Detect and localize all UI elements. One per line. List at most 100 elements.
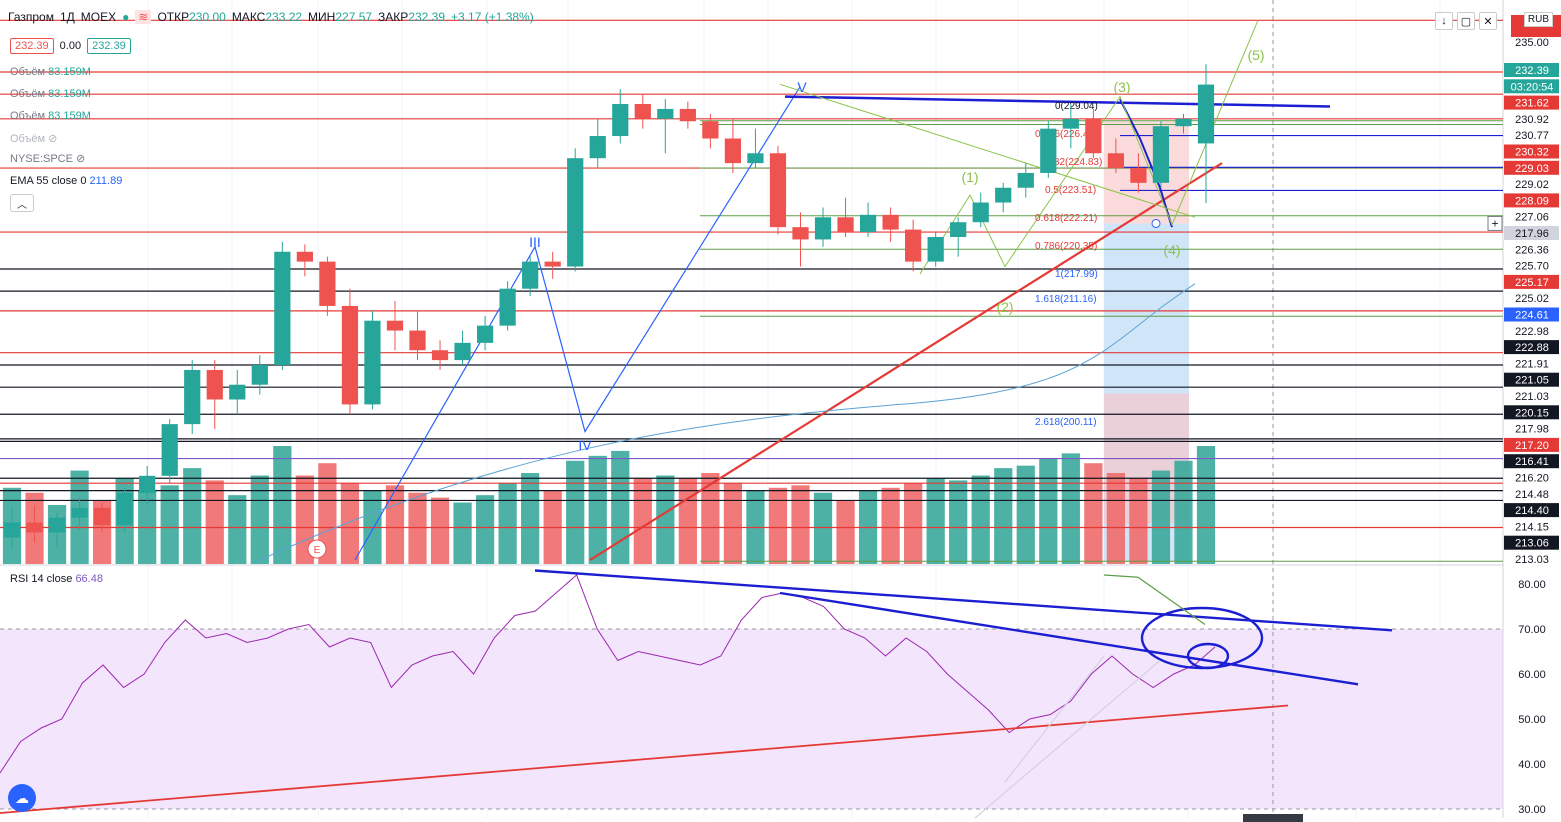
currency-label[interactable]: RUB	[1523, 12, 1553, 27]
price-label-bg	[1504, 307, 1559, 322]
price-pills: 232.39 0.00 232.39	[10, 38, 131, 54]
candle-body	[184, 369, 201, 425]
price-label-bg	[1504, 389, 1559, 403]
candle-body	[544, 261, 561, 267]
rsi-legend[interactable]: RSI 14 close 66.48	[10, 573, 103, 585]
volume-bar	[160, 485, 179, 564]
price-label-bg	[1504, 454, 1559, 469]
volume-histogram	[2, 446, 1216, 564]
price-label: 227.06	[1515, 212, 1549, 224]
price-label-bg	[1504, 519, 1559, 534]
candle-body	[995, 187, 1012, 203]
price-label: 221.91	[1515, 358, 1549, 370]
symbol-name[interactable]: Газпром	[8, 10, 54, 24]
blue-correction-path	[1119, 98, 1173, 228]
volume-legend-2[interactable]: Объём 83.159M	[10, 88, 91, 100]
wave-label: (5)	[1247, 47, 1264, 63]
price-label: 230.32	[1515, 147, 1549, 159]
price-label-bg	[1504, 111, 1559, 126]
annotations: III IV V (1) (2) (3) (4) (5) E	[307, 47, 1265, 559]
drawings: 0(229.04) 0.236(226.43) 0.382(224.83) 0.5(2…	[259, 20, 1331, 561]
symbol-header: Газпром 1Д MOEX ● ≋ ОТКР 230.00 МАКС 233.2…	[8, 10, 534, 24]
price-label: 230.92	[1515, 114, 1549, 126]
ema-legend[interactable]: EMA 55 close 0 211.89	[10, 175, 123, 187]
price-label: 220.15	[1515, 407, 1549, 419]
volume-bar	[926, 477, 945, 564]
volume-bar	[183, 468, 202, 564]
candle-body	[792, 227, 809, 240]
volume-bar	[949, 480, 968, 564]
sell-price-pill[interactable]: 232.39	[10, 38, 54, 54]
candle-body	[229, 384, 246, 400]
candle-body	[319, 261, 336, 306]
volume-bar	[1016, 465, 1035, 564]
wave-icon[interactable]: ≋	[135, 10, 152, 24]
ema-line	[259, 283, 1196, 561]
price-label: 235.00	[1515, 37, 1549, 49]
price-label-bg	[1504, 79, 1559, 94]
eye-off-icon[interactable]: ⊘	[48, 133, 58, 145]
volume-bar	[768, 487, 788, 564]
arrow-down-icon[interactable]: ↓	[1435, 12, 1453, 30]
volume-bar	[453, 502, 472, 564]
close-pane-icon[interactable]: ✕	[1479, 12, 1497, 30]
price-label-bg	[1504, 552, 1559, 566]
candle-body	[1130, 168, 1147, 183]
green-channel-line	[779, 83, 1196, 218]
candle-body	[454, 342, 471, 361]
wave-label: III	[529, 234, 541, 250]
eye-off-icon[interactable]: ⊘	[76, 153, 86, 165]
candle-body	[769, 153, 787, 228]
exchange-label: MOEX	[80, 10, 117, 24]
price-label-bg	[1504, 356, 1559, 371]
price-label-bg	[1504, 177, 1559, 192]
pane-controls: ↓ ▢ ✕	[1435, 12, 1497, 30]
rsi-band	[0, 629, 1503, 809]
open-label: ОТКР	[157, 10, 190, 24]
interval-label[interactable]: 1Д	[59, 10, 75, 24]
candle-body	[341, 305, 359, 405]
rsi-support-line	[0, 704, 1289, 814]
price-label-bg	[1504, 535, 1559, 550]
candle-body	[972, 202, 989, 223]
wave-label: (2)	[996, 299, 1013, 315]
volume-legend-1[interactable]: Объём 83.159M	[10, 66, 91, 78]
price-label: 217.98	[1515, 424, 1549, 436]
volume-legend-hidden[interactable]: Объём ⊘	[10, 133, 58, 145]
candle-body	[634, 104, 651, 119]
tradingview-logo-icon[interactable]: ☁	[8, 784, 36, 812]
volume-bar	[340, 482, 360, 564]
fib-label: 0.5(223.51)	[1045, 185, 1096, 196]
compare-legend[interactable]: NYSE:SPCE ⊘	[10, 153, 86, 165]
candle-body	[409, 330, 426, 351]
price-label-bg	[1504, 258, 1559, 273]
price-label-bg	[1504, 340, 1559, 355]
wave-label: IV	[578, 437, 592, 453]
price-label-bg	[1504, 144, 1559, 159]
fib-label: 0(229.04)	[1055, 101, 1098, 112]
price-scale: 232.39 03:20:54 231.62 230.92 230.77 230.32 22…	[1243, 0, 1561, 822]
price-label-bg	[1504, 405, 1559, 420]
price-label-bg	[1504, 128, 1559, 143]
volume-bar	[1129, 477, 1148, 564]
volume-legend-3[interactable]: Объём 83.159M	[10, 110, 91, 122]
collapse-legend-button[interactable]: ︿	[10, 194, 34, 212]
fib-label: 2.618(200.11)	[1035, 417, 1097, 428]
volume-bar	[408, 492, 427, 564]
price-label: 228.09	[1515, 195, 1549, 207]
candle-body	[724, 138, 742, 164]
price-label: 232.39	[1515, 65, 1549, 77]
price-label: 224.61	[1515, 310, 1549, 322]
price-label-bg	[1504, 421, 1559, 436]
volume-bar	[430, 497, 450, 564]
price-label: 225.17	[1515, 277, 1549, 289]
restore-icon[interactable]: ▢	[1457, 12, 1475, 30]
volume-bar	[250, 475, 269, 564]
volume-bar	[994, 468, 1013, 564]
rsi-tick-label: 70.00	[1518, 624, 1546, 636]
candle-body	[657, 108, 674, 119]
candle-body	[94, 507, 111, 526]
buy-price-pill[interactable]: 232.39	[87, 38, 131, 54]
candle-body	[814, 217, 832, 240]
